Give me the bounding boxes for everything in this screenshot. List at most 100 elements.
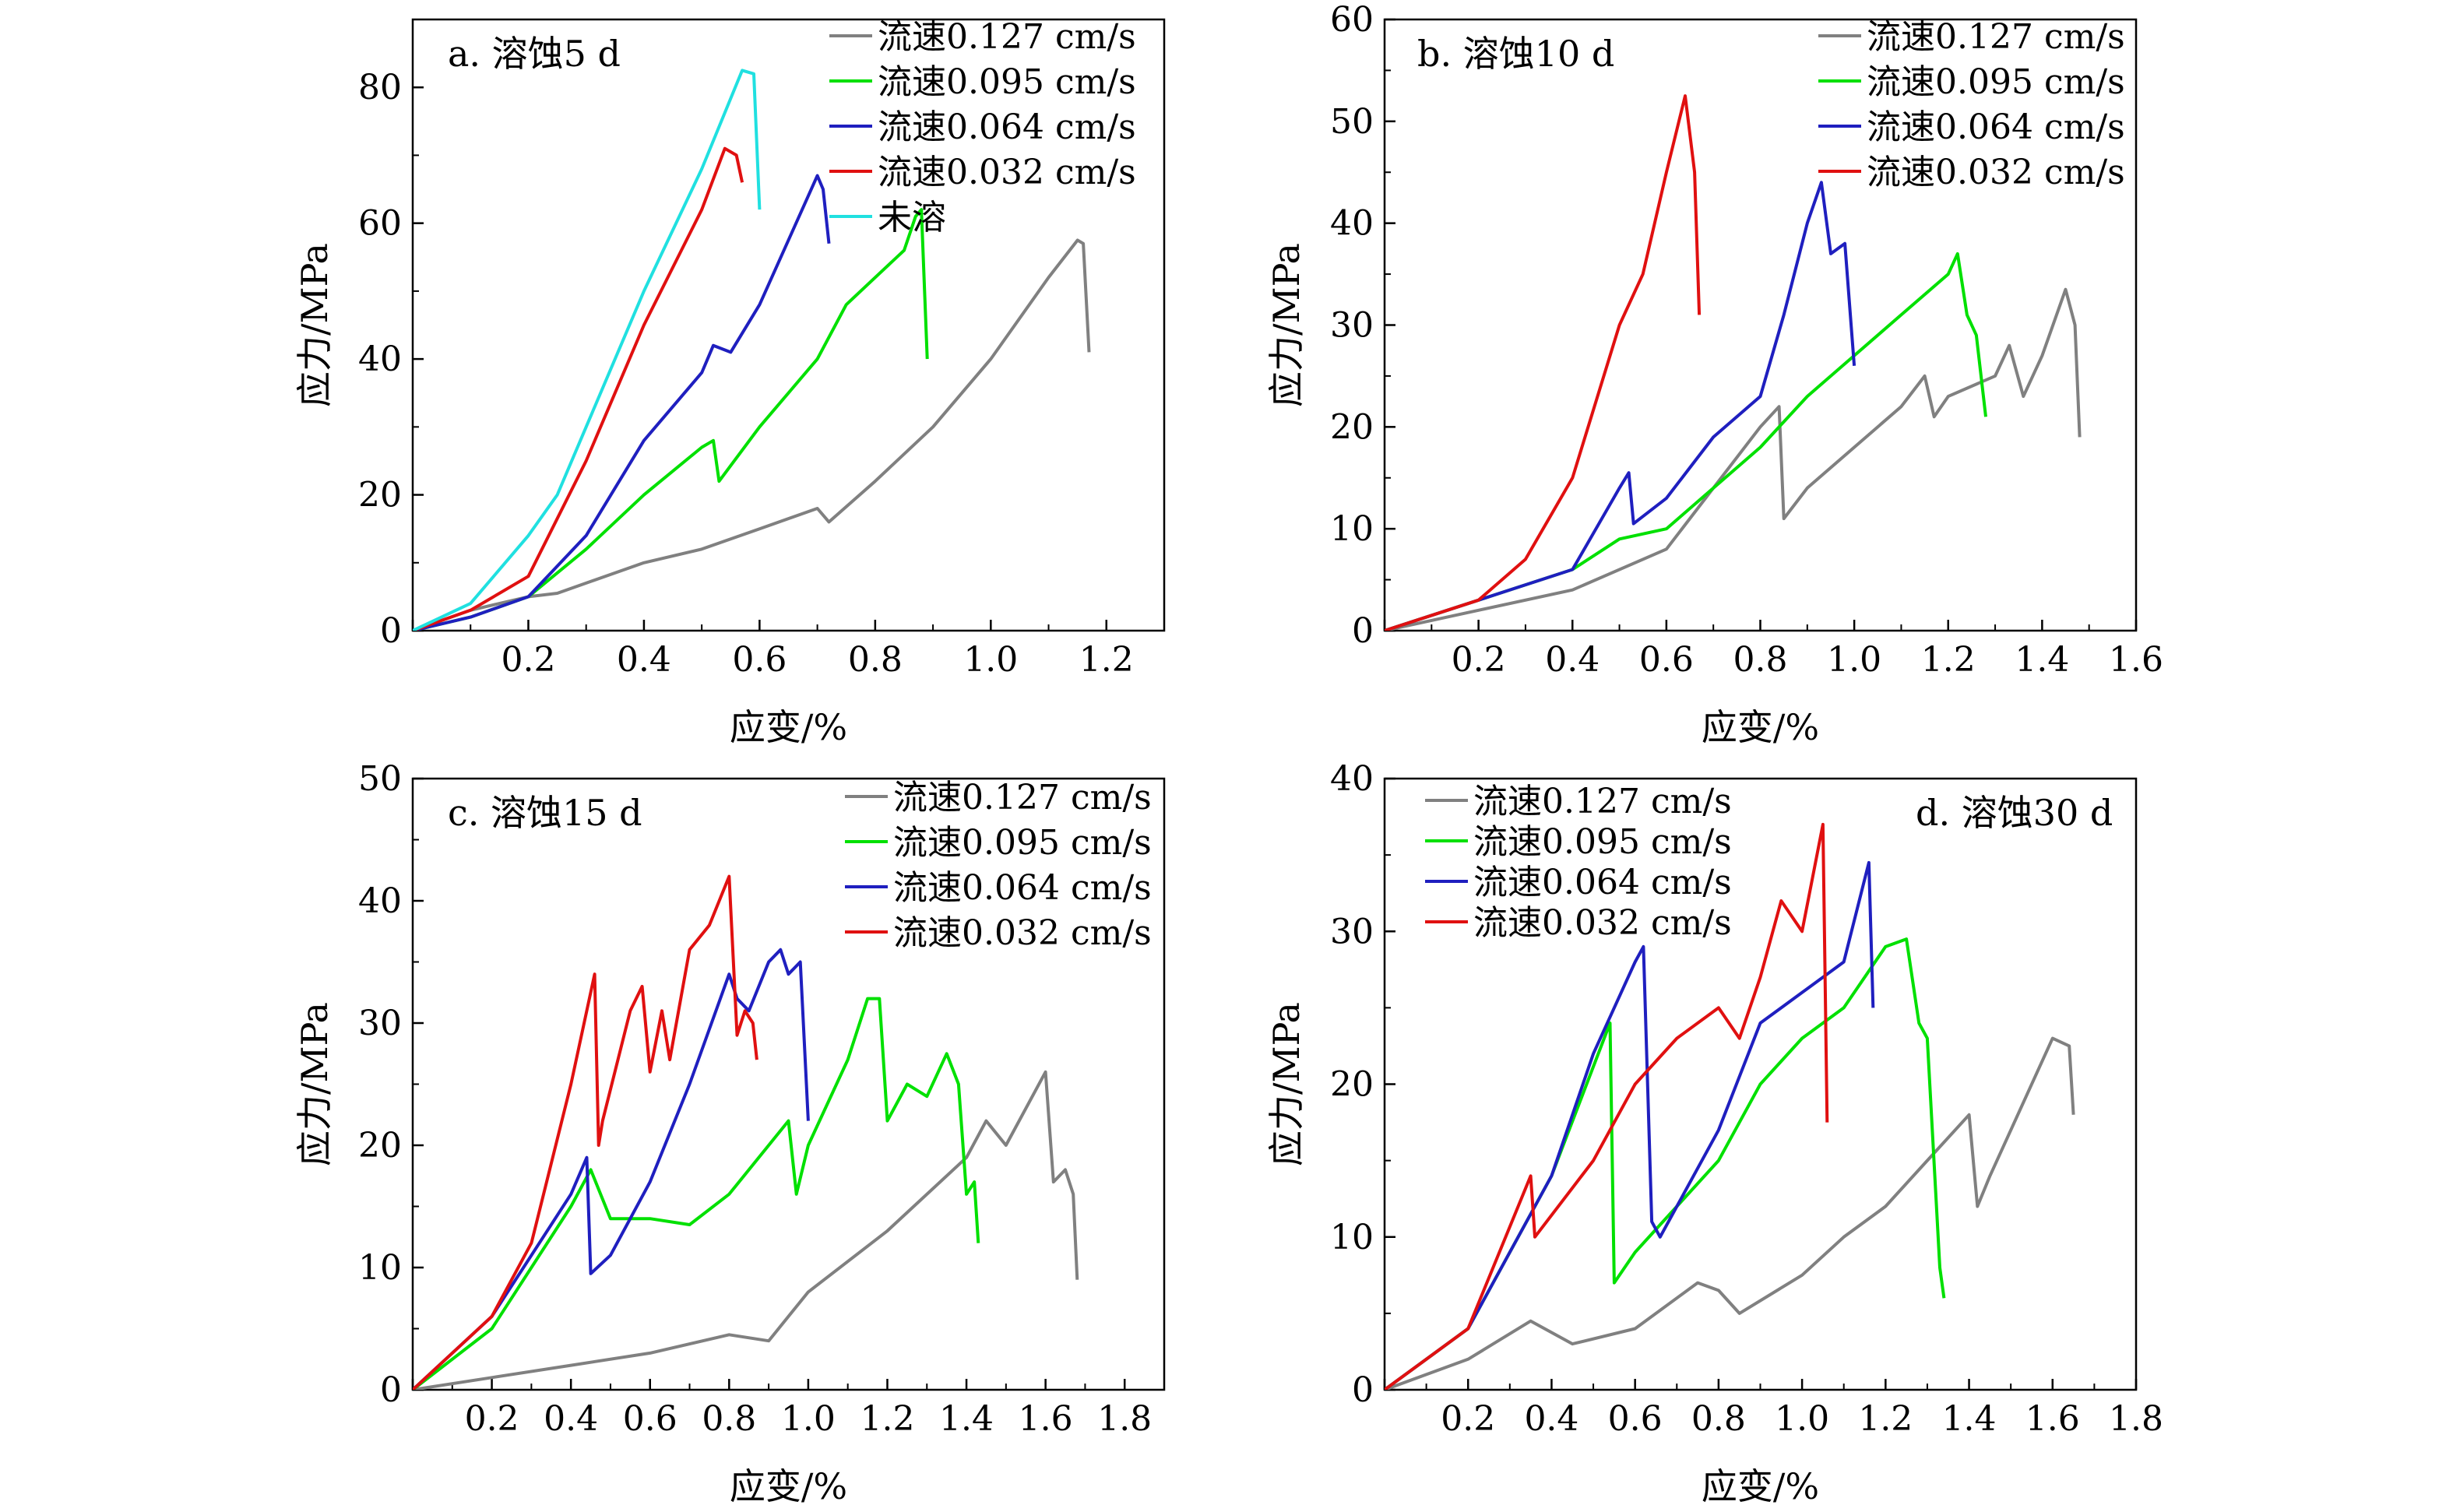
x-tick-label: 1.4 [939,1399,994,1439]
y-tick-label: 20 [1330,407,1374,447]
y-tick-label: 20 [358,1126,402,1166]
y-tick-label: 30 [1330,306,1374,346]
x-tick-label: 0.6 [1639,640,1694,680]
y-tick-label: 30 [1330,912,1374,951]
y-tick-label: 30 [358,1004,402,1043]
legend-label: 流速0.095 cm/s [893,823,1152,863]
y-tick-label: 0 [380,611,402,651]
y-tick-label: 40 [358,339,402,379]
x-tick-label: 1.0 [963,640,1018,680]
x-axis-label: 应变/% [1702,706,1819,748]
x-tick-label: 1.0 [1827,640,1881,680]
y-tick-label: 0 [1352,611,1374,651]
y-tick-label: 40 [1330,204,1374,244]
x-tick-label: 1.0 [781,1399,836,1439]
y-axis-label: 应力/MPa [1265,1002,1307,1166]
legend-label: 流速0.064 cm/s [1473,863,1732,902]
x-tick-label: 0.6 [1608,1399,1663,1439]
x-tick-label: 0.4 [1524,1399,1578,1439]
series-line-1 [1385,1036,2075,1390]
x-tick-label: 0.8 [1691,1399,1746,1439]
x-tick-label: 1.2 [1858,1399,1913,1439]
series-line-3 [413,948,810,1390]
series-line-2 [413,997,980,1390]
legend-label: 流速0.064 cm/s [1867,107,2125,147]
series-line-4 [413,146,744,631]
legend-label: 流速0.064 cm/s [893,868,1152,908]
y-tick-label: 10 [358,1248,402,1288]
x-tick-label: 0.2 [465,1399,519,1439]
x-tick-label: 1.8 [2109,1399,2163,1439]
x-tick-label: 0.4 [617,640,671,680]
plot-frame [411,18,1166,632]
x-axis-label: 应变/% [730,1465,847,1507]
y-tick-label: 10 [1330,509,1374,549]
y-tick-label: 60 [1330,0,1374,40]
legend-label: 流速0.127 cm/s [878,17,1136,57]
legend-label: 流速0.032 cm/s [878,153,1136,192]
x-tick-label: 1.4 [2015,640,2069,680]
legend-label: 未溶 [878,198,946,237]
series-line-1 [1385,287,2082,631]
y-tick-label: 50 [1330,102,1374,142]
x-tick-label: 0.2 [1441,1399,1495,1439]
x-tick-label: 1.6 [2109,640,2163,680]
x-tick-label: 1.2 [1921,640,1976,680]
panel-title: c. 溶蚀15 d [448,792,642,834]
y-tick-label: 20 [1330,1065,1374,1105]
x-tick-label: 1.2 [1079,640,1134,680]
x-tick-label: 0.4 [544,1399,598,1439]
series-line-2 [413,208,929,631]
x-tick-label: 1.0 [1775,1399,1829,1439]
y-tick-label: 60 [358,204,402,244]
x-tick-label: 0.2 [501,640,555,680]
x-tick-label: 1.2 [860,1399,914,1439]
x-axis-label: 应变/% [730,706,847,748]
y-tick-label: 10 [1330,1218,1374,1257]
y-tick-label: 40 [358,881,402,921]
series-line-1 [413,1070,1079,1390]
series-line-5 [413,69,762,631]
y-tick-label: 0 [380,1370,402,1410]
y-axis-label: 应力/MPa [294,1002,336,1166]
panel-title: d. 溶蚀30 d [1916,792,2113,834]
series-line-4 [413,874,758,1390]
legend-label: 流速0.127 cm/s [893,778,1152,818]
x-tick-label: 1.4 [1942,1399,1997,1439]
legend-label: 流速0.095 cm/s [1867,62,2125,102]
legend-label: 流速0.127 cm/s [1867,17,2125,57]
x-tick-label: 0.6 [732,640,787,680]
legend-label: 流速0.032 cm/s [893,913,1152,953]
x-tick-label: 0.8 [702,1399,756,1439]
y-axis-label: 应力/MPa [294,243,336,407]
legend-label: 流速0.032 cm/s [1473,903,1732,943]
series-line-3 [413,174,831,631]
x-tick-label: 0.8 [1733,640,1788,680]
series-line-3 [1385,860,1875,1390]
x-tick-label: 1.8 [1097,1399,1152,1439]
legend-label: 流速0.095 cm/s [878,62,1136,102]
y-tick-label: 20 [358,476,402,515]
series-line-1 [413,238,1091,631]
y-tick-label: 80 [358,68,402,107]
y-tick-label: 0 [1352,1370,1374,1410]
x-tick-label: 1.6 [1019,1399,1073,1439]
y-tick-label: 40 [1330,759,1374,799]
panel-title: b. 溶蚀10 d [1417,33,1614,75]
series-line-2 [1385,937,1946,1390]
x-tick-label: 0.2 [1452,640,1506,680]
y-tick-label: 50 [358,759,402,799]
y-axis-label: 应力/MPa [1265,243,1307,407]
legend-label: 流速0.095 cm/s [1473,822,1732,862]
panel-2: 0.2 0.4 0.6 0.8 1.0 1.2 1.4 1.6 0 10 20 30 40 50 60 应变/… [1265,0,2163,748]
legend-label: 流速0.127 cm/s [1473,782,1732,821]
legend-label: 流速0.064 cm/s [878,107,1136,147]
panel-title: a. 溶蚀5 d [448,33,621,75]
series-line-2 [1385,251,1987,631]
x-tick-label: 1.6 [2025,1399,2080,1439]
panel-3: 0.2 0.4 0.6 0.8 1.0 1.2 1.4 1.6 1.8 0 10 20 30 40 50 应变… [294,759,1166,1507]
x-axis-label: 应变/% [1702,1465,1819,1507]
series-line-3 [1385,181,1856,631]
series-line-4 [1385,94,1702,631]
